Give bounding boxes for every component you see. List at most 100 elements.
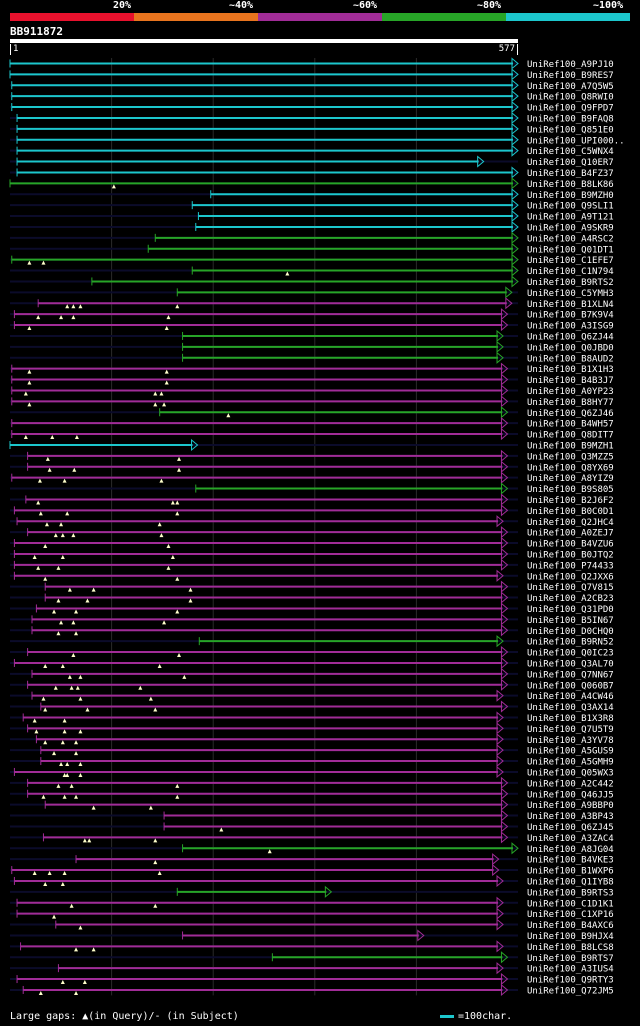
hit-label[interactable]: UniRef100_Q7V815	[527, 583, 614, 593]
hit-label[interactable]: UniRef100_Q10ER7	[527, 158, 614, 168]
hit-row[interactable]: UniRef100_Q8DIT7	[10, 427, 614, 441]
hit-row[interactable]: UniRef100_A5GUS9	[10, 744, 614, 757]
hit-row[interactable]: UniRef100_B7K9V4	[10, 308, 614, 321]
hit-label[interactable]: UniRef100_Q0JBD0	[527, 343, 614, 353]
hit-label[interactable]: UniRef100_Q3AX14	[527, 703, 614, 713]
hit-row[interactable]: UniRef100_Q3AX14	[10, 700, 614, 714]
hit-row[interactable]: UniRef100_C1XP16	[10, 907, 614, 921]
hit-row[interactable]: UniRef100_Q01DT1	[10, 242, 614, 256]
hit-label[interactable]: UniRef100_D0CHQ0	[527, 627, 614, 637]
hit-row[interactable]: UniRef100_B4B3J7	[10, 373, 614, 387]
hit-row[interactable]: UniRef100_Q9SLI1	[10, 199, 614, 212]
hit-row[interactable]: UniRef100_Q8RWI0	[10, 90, 614, 103]
hit-label[interactable]: UniRef100_Q9RTY3	[527, 976, 614, 986]
hit-label[interactable]: UniRef100_A9PJ10	[527, 60, 614, 70]
hit-row[interactable]: UniRef100_B0C0D1	[10, 504, 614, 517]
hit-label[interactable]: UniRef100_B0C0D1	[527, 507, 614, 517]
hit-row[interactable]: UniRef100_Q72JM5	[10, 983, 614, 997]
hit-label[interactable]: UniRef100_UPI000..	[527, 136, 625, 146]
hit-row[interactable]: UniRef100_Q9RTY3	[10, 972, 614, 986]
hit-label[interactable]: UniRef100_Q6ZJ45	[527, 823, 614, 833]
hit-label[interactable]: UniRef100_Q6ZJ44	[527, 332, 614, 342]
hit-row[interactable]: UniRef100_A4CW46	[10, 689, 614, 703]
hit-row[interactable]: UniRef100_Q05WX3	[10, 765, 614, 779]
hit-row[interactable]: UniRef100_C1D1K1	[10, 896, 614, 910]
hit-row[interactable]: UniRef100_A3ISG9	[10, 318, 614, 332]
hit-row[interactable]: UniRef100_B8LK86	[9, 177, 614, 190]
hit-row[interactable]: UniRef100_B9HJX4	[10, 929, 614, 942]
hit-label[interactable]: UniRef100_Q05WX3	[527, 768, 614, 778]
hit-row[interactable]: UniRef100_Q6ZJ46	[10, 406, 614, 419]
hit-row[interactable]: UniRef100_D0CHQ0	[10, 624, 614, 637]
hit-row[interactable]: UniRef100_B4FZ37	[10, 166, 614, 179]
hit-row[interactable]: UniRef100_B4VKE3	[10, 853, 614, 866]
hit-label[interactable]: UniRef100_B8LK86	[527, 180, 614, 190]
hit-label[interactable]: UniRef100_A8YIZ9	[527, 474, 614, 484]
hit-row[interactable]: UniRef100_A3YV78	[10, 733, 614, 746]
hit-row[interactable]: UniRef100_A2C442	[10, 776, 614, 790]
hit-row[interactable]: UniRef100_B1X3R8	[10, 711, 614, 724]
hit-row[interactable]: UniRef100_B9RN52	[10, 635, 614, 648]
hit-row[interactable]: UniRef100_B5IN67	[10, 613, 614, 626]
hit-row[interactable]: UniRef100_C1EFE7	[10, 253, 614, 267]
hit-row[interactable]: UniRef100_B4AXC6	[10, 918, 614, 932]
hit-row[interactable]: UniRef100_C1N794	[10, 264, 614, 278]
hit-label[interactable]: UniRef100_A3BP43	[527, 812, 614, 822]
hit-label[interactable]: UniRef100_B1WXP6	[527, 867, 614, 877]
hit-row[interactable]: UniRef100_B1X1H3	[10, 362, 614, 376]
hit-row[interactable]: UniRef100_Q7NN67	[10, 667, 614, 681]
hit-label[interactable]: UniRef100_A5GUS9	[527, 747, 614, 757]
hit-label[interactable]: UniRef100_Q851E0	[527, 125, 614, 135]
hit-label[interactable]: UniRef100_B4B3J7	[527, 376, 614, 386]
hit-label[interactable]: UniRef100_Q01DT1	[527, 245, 614, 255]
hit-label[interactable]: UniRef100_A5GMH9	[527, 758, 614, 768]
hit-label[interactable]: UniRef100_A2C442	[527, 779, 614, 789]
hit-label[interactable]: UniRef100_B1X3R8	[527, 714, 614, 724]
hit-row[interactable]: UniRef100_A3ZAC4	[10, 831, 614, 844]
hit-label[interactable]: UniRef100_Q2JHC4	[527, 518, 614, 528]
hit-label[interactable]: UniRef100_Q3MZZ5	[527, 452, 614, 462]
hit-label[interactable]: UniRef100_Q7NN67	[527, 670, 614, 680]
hit-row[interactable]: UniRef100_Q9FPD7	[10, 100, 614, 114]
hit-row[interactable]: UniRef100_A4RSC2	[10, 231, 614, 245]
hit-row[interactable]: UniRef100_A8JG04	[10, 842, 614, 855]
hit-label[interactable]: UniRef100_B9MZH1	[527, 441, 614, 451]
hit-row[interactable]: UniRef100_B0JTQ2	[10, 547, 614, 561]
hit-row[interactable]: UniRef100_Q1IYB8	[10, 874, 614, 888]
hit-row[interactable]: UniRef100_B8HY77	[10, 395, 614, 408]
hit-row[interactable]: UniRef100_A5GMH9	[10, 754, 614, 768]
hit-row[interactable]: UniRef100_A3BP43	[10, 809, 614, 823]
hit-row[interactable]: UniRef100_Q7U5T9	[10, 722, 614, 735]
hit-row[interactable]: UniRef100_B4WH57	[10, 417, 614, 430]
hit-label[interactable]: UniRef100_B1XLN4	[527, 300, 614, 310]
hit-row[interactable]: UniRef100_Q851E0	[10, 122, 614, 136]
hit-label[interactable]: UniRef100_B9RTS2	[527, 278, 614, 288]
hit-label[interactable]: UniRef100_A3IUS4	[527, 965, 614, 975]
hit-row[interactable]: UniRef100_A9T121	[10, 209, 614, 223]
hit-label[interactable]: UniRef100_B9RES7	[527, 71, 614, 81]
hit-row[interactable]: UniRef100_B9RTS3	[10, 885, 614, 899]
hit-row[interactable]: UniRef100_Q6ZJ44	[10, 329, 614, 343]
hit-row[interactable]: UniRef100_B1WXP6	[10, 863, 614, 877]
hit-label[interactable]: UniRef100_B7K9V4	[527, 311, 614, 321]
hit-row[interactable]: UniRef100_Q10ER7	[10, 155, 614, 169]
hit-row[interactable]: UniRef100_B9S805	[10, 482, 614, 496]
hit-row[interactable]: UniRef100_Q8YX69	[10, 460, 614, 474]
hit-label[interactable]: UniRef100_B9FAQ8	[527, 114, 614, 124]
hit-row[interactable]: UniRef100_P74433	[10, 558, 614, 572]
hit-row[interactable]: UniRef100_B9RTS2	[10, 275, 614, 288]
hit-label[interactable]: UniRef100_B9RTS7	[527, 954, 614, 964]
hit-label[interactable]: UniRef100_B9RTS3	[527, 888, 614, 898]
hit-row[interactable]: UniRef100_A9BBP0	[10, 798, 614, 812]
hit-label[interactable]: UniRef100_B4AXC6	[527, 921, 614, 931]
hit-row[interactable]: UniRef100_A8YIZ9	[10, 471, 614, 485]
hit-row[interactable]: UniRef100_Q46JJ5	[10, 787, 614, 801]
hit-row[interactable]: UniRef100_B2J6F2	[10, 493, 614, 506]
hit-row[interactable]: UniRef100_A0ZEJ7	[10, 526, 614, 539]
hit-row[interactable]: UniRef100_B9FAQ8	[10, 111, 614, 125]
hit-row[interactable]: UniRef100_Q7V815	[10, 580, 614, 594]
hit-label[interactable]: UniRef100_Q060B7	[527, 681, 614, 691]
hit-row[interactable]: UniRef100_B9RTS7	[10, 951, 614, 964]
hit-row[interactable]: UniRef100_B9MZH0	[10, 188, 614, 201]
hit-label[interactable]: UniRef100_Q46JJ5	[527, 790, 614, 800]
